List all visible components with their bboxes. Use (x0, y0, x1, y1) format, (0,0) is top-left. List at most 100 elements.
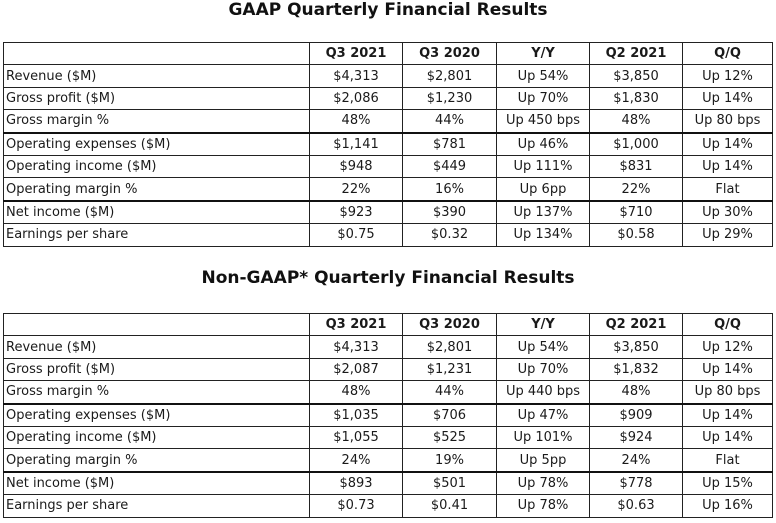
table-cell: $1,055 (309, 425, 403, 450)
row-label: Operating margin % (3, 448, 310, 473)
header-cell-metric (3, 41, 310, 66)
table-row: Earnings per share $0.73 $0.41 Up 78% $0… (3, 494, 773, 518)
table-row: Earnings per share $0.75 $0.32 Up 134% $… (3, 223, 773, 247)
row-label: Revenue ($M) (3, 335, 310, 359)
table-row: Operating expenses ($M) $1,141 $781 Up 4… (3, 131, 773, 156)
table-cell: $706 (402, 402, 497, 427)
row-label: Gross profit ($M) (3, 86, 310, 111)
table-row: Gross margin % 48% 44% Up 440 bps 48% Up… (3, 380, 773, 405)
gaap-results-table: Q3 2021 Q3 2020 Y/Y Q2 2021 Q/Q Revenue … (3, 41, 773, 247)
table-cell: $778 (589, 470, 683, 496)
table-cell: 44% (402, 109, 497, 134)
table-row: Operating margin % 22% 16% Up 6pp 22% Fl… (3, 177, 773, 202)
table-cell: $4,313 (309, 64, 403, 88)
row-label: Gross margin % (3, 109, 310, 134)
table-cell: Up 30% (682, 199, 773, 225)
table-cell: Up 70% (496, 86, 590, 111)
row-label: Earnings per share (3, 223, 310, 247)
table-row: Gross profit ($M) $2,087 $1,231 Up 70% $… (3, 357, 773, 382)
table-cell: 24% (309, 448, 403, 473)
header-cell-metric (3, 312, 310, 337)
table-cell: $1,141 (309, 131, 403, 156)
table-row: Operating income ($M) $1,055 $525 Up 101… (3, 425, 773, 450)
table-cell: $1,832 (589, 357, 683, 382)
table-cell: 22% (309, 177, 403, 202)
table-cell: $710 (589, 199, 683, 225)
table-cell: 16% (402, 177, 497, 202)
table-cell: $1,830 (589, 86, 683, 111)
header-cell-q3-2021: Q3 2021 (309, 312, 403, 337)
table-cell: Up 16% (682, 494, 773, 518)
table-cell: Up 54% (496, 64, 590, 88)
table-cell: $390 (402, 199, 497, 225)
table-cell: $0.73 (309, 494, 403, 518)
table-cell: $831 (589, 154, 683, 179)
table-row: Revenue ($M) $4,313 $2,801 Up 54% $3,850… (3, 64, 773, 88)
table-cell: Up 6pp (496, 177, 590, 202)
table-row: Revenue ($M) $4,313 $2,801 Up 54% $3,850… (3, 335, 773, 359)
table-cell: Flat (682, 177, 773, 202)
header-cell-yoy: Y/Y (496, 41, 590, 66)
table-row: Net income ($M) $893 $501 Up 78% $778 Up… (3, 470, 773, 496)
table-cell: $948 (309, 154, 403, 179)
table-header-row: Q3 2021 Q3 2020 Y/Y Q2 2021 Q/Q (3, 312, 773, 337)
table-cell: Up 12% (682, 335, 773, 359)
table-row: Gross margin % 48% 44% Up 450 bps 48% Up… (3, 109, 773, 134)
table-cell: Up 14% (682, 86, 773, 111)
table-cell: $0.41 (402, 494, 497, 518)
table-cell: 44% (402, 380, 497, 405)
table-cell: 22% (589, 177, 683, 202)
table-row: Operating expenses ($M) $1,035 $706 Up 4… (3, 402, 773, 427)
table-cell: Up 14% (682, 357, 773, 382)
table-cell: $1,000 (589, 131, 683, 156)
table-cell: Up 15% (682, 470, 773, 496)
row-label: Revenue ($M) (3, 64, 310, 88)
table-cell: Up 14% (682, 154, 773, 179)
row-label: Gross margin % (3, 380, 310, 405)
table-cell: $0.63 (589, 494, 683, 518)
table-cell: Up 14% (682, 425, 773, 450)
row-label: Operating expenses ($M) (3, 131, 310, 156)
table-cell: 48% (589, 380, 683, 405)
table-cell: Flat (682, 448, 773, 473)
table-cell: Up 14% (682, 402, 773, 427)
table-cell: Up 134% (496, 223, 590, 247)
table-cell: $2,801 (402, 64, 497, 88)
header-cell-qoq: Q/Q (682, 41, 773, 66)
table-cell: $0.32 (402, 223, 497, 247)
table-cell: $0.75 (309, 223, 403, 247)
header-cell-q3-2021: Q3 2021 (309, 41, 403, 66)
table-row: Gross profit ($M) $2,086 $1,230 Up 70% $… (3, 86, 773, 111)
table-cell: $781 (402, 131, 497, 156)
row-label: Net income ($M) (3, 199, 310, 225)
row-label: Earnings per share (3, 494, 310, 518)
table-cell: $3,850 (589, 64, 683, 88)
table-cell: $0.58 (589, 223, 683, 247)
table-cell: Up 54% (496, 335, 590, 359)
table-cell: $2,087 (309, 357, 403, 382)
table-cell: Up 47% (496, 402, 590, 427)
table-header-row: Q3 2021 Q3 2020 Y/Y Q2 2021 Q/Q (3, 41, 773, 66)
table-cell: $2,801 (402, 335, 497, 359)
table-cell: Up 12% (682, 64, 773, 88)
gaap-title: GAAP Quarterly Financial Results (228, 0, 548, 20)
nongaap-title: Non-GAAP* Quarterly Financial Results (201, 268, 575, 288)
table-cell: $449 (402, 154, 497, 179)
table-cell: Up 440 bps (496, 380, 590, 405)
table-cell: Up 80 bps (682, 109, 773, 134)
table-row: Net income ($M) $923 $390 Up 137% $710 U… (3, 199, 773, 225)
table-cell: Up 29% (682, 223, 773, 247)
header-cell-q3-2020: Q3 2020 (402, 41, 497, 66)
table-cell: 19% (402, 448, 497, 473)
table-cell: $501 (402, 470, 497, 496)
table-cell: Up 111% (496, 154, 590, 179)
table-cell: Up 137% (496, 199, 590, 225)
row-label: Operating margin % (3, 177, 310, 202)
table-cell: $924 (589, 425, 683, 450)
table-cell: $1,230 (402, 86, 497, 111)
table-cell: $4,313 (309, 335, 403, 359)
row-label: Operating income ($M) (3, 154, 310, 179)
table-cell: Up 5pp (496, 448, 590, 473)
header-cell-yoy: Y/Y (496, 312, 590, 337)
table-row: Operating income ($M) $948 $449 Up 111% … (3, 154, 773, 179)
